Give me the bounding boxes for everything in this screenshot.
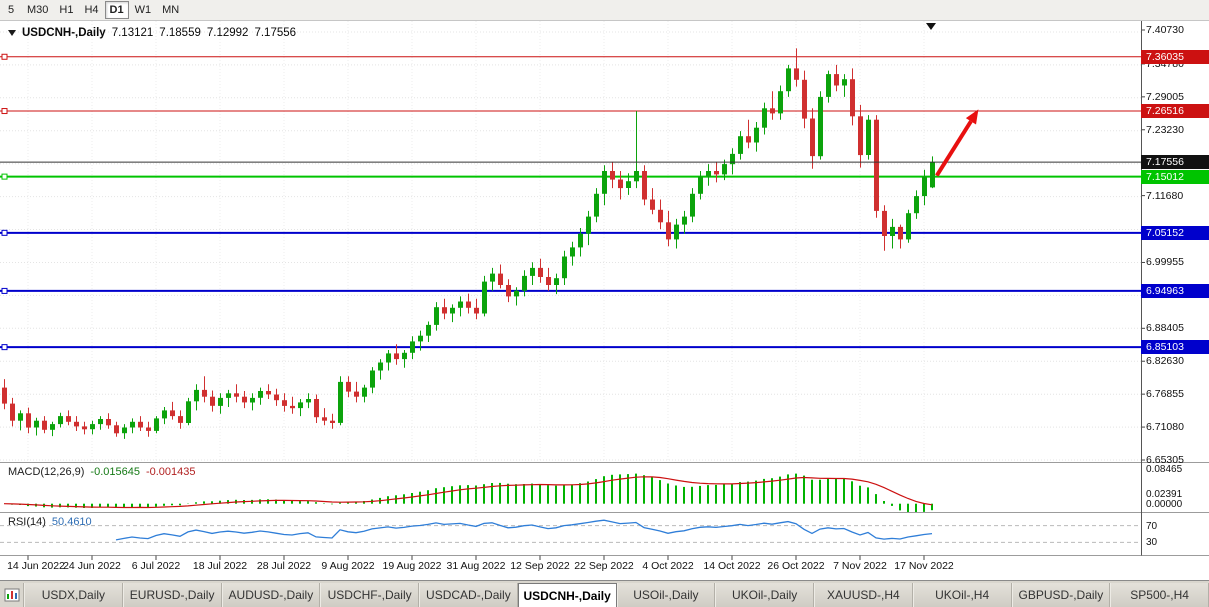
rsi-level-label: 30 [1146,537,1158,549]
price-axis-tick: 6.76855 [1146,388,1184,401]
level-price-label: 7.15012 [1141,169,1209,184]
date-axis-label: 7 Nov 2022 [833,560,887,572]
tab-list: USDX,Daily EURUSD-,Daily AUDUSD-,Daily USDC… [24,583,1209,607]
date-axis-label: 12 Sep 2022 [510,560,570,572]
bar-high-value: 7.18559 [159,27,201,39]
bar-open-value: 7.13121 [111,27,154,39]
timeframe-button-h1[interactable]: H1 [59,4,74,16]
macd-axis-tick: 0.08465 [1146,463,1183,475]
rsi-level-label: 70 [1146,520,1158,532]
price-axis-tick: 6.65305 [1146,453,1184,466]
chart-tab-bar: USDX,Daily EURUSD-,Daily AUDUSD-,Daily USDC… [0,580,1209,607]
macd-label: MACD(12,26,9) [8,466,85,478]
candles-series [2,48,935,439]
timeframe-toolbar: 5 M30 H1 H4 D1 W1 MN [0,0,1209,21]
chart-shift-marker[interactable] [926,23,936,30]
chart-tab-xauusd-h4[interactable]: XAUUSD-,H4 [814,583,913,607]
line-anchor[interactable] [1,287,8,294]
timeframe-button-m30[interactable]: M30 [27,4,49,16]
symbol-dropdown-icon[interactable] [8,30,16,36]
chart-tab-eurusd-daily[interactable]: EURUSD-,Daily [122,583,222,607]
price-axis-tick: 7.40730 [1146,24,1184,36]
level-price-label: 6.94963 [1141,283,1209,298]
date-axis-label: 24 Jun 2022 [63,560,121,572]
timeframe-button-h4[interactable]: H4 [84,4,99,16]
macd-series [3,473,933,512]
date-axis-label: 17 Nov 2022 [894,560,954,572]
macd-main-value: -0.015645 [90,466,140,478]
date-axis-label: 31 Aug 2022 [446,560,506,572]
date-axis-label: 14 Oct 2022 [703,560,761,572]
macd-indicator-title: MACD(12,26,9) -0.015645 -0.001435 [8,466,196,478]
mini-chart-icon [4,588,19,602]
chart-tab-usoil-daily[interactable]: USOil-,Daily [616,583,716,607]
level-price-label: 7.26516 [1141,104,1209,119]
date-axis-label: 6 Jul 2022 [131,560,181,572]
level-price-label: 7.05152 [1141,225,1209,240]
chart-tab-audusd-daily[interactable]: AUDUSD-,Daily [221,583,321,607]
price-axis-tick: 6.99955 [1146,256,1184,269]
macd-signal-line [3,476,933,509]
chart-title: USDCNH-,Daily 7.13121 7.18559 7.12992 7.… [8,27,296,39]
bar-low-value: 7.12992 [206,27,249,39]
price-axis-tick: 7.23230 [1146,123,1184,136]
rsi-line [115,519,933,541]
chart-symbol-label: USDCNH-,Daily [22,27,106,39]
rsi-value: 50.4610 [51,516,92,528]
timeframe-button-5[interactable]: 5 [7,4,15,16]
charts-list-icon[interactable] [0,583,24,607]
macd-signal-value: -0.001435 [145,466,196,478]
timeframe-button-d1[interactable]: D1 [104,1,129,19]
trend-arrow[interactable] [935,109,979,177]
date-axis-label: 9 Aug 2022 [321,560,375,572]
timeframe-button-mn[interactable]: MN [162,4,180,16]
line-anchor[interactable] [1,344,8,351]
level-price-label: 6.85103 [1141,340,1209,355]
chart-tab-ukoil-h4[interactable]: UKOil-,H4 [912,583,1012,607]
rsi-label: RSI(14) [8,516,46,528]
rsi-indicator-title: RSI(14) 50.4610 [8,516,92,528]
level-lines [0,53,1141,351]
price-axis-tick: 7.29005 [1146,90,1184,103]
chart-tab-usdcnh-daily[interactable]: USDCNH-,Daily [517,583,617,607]
line-anchor[interactable] [1,229,8,236]
macd-axis-tick: 0.02391 [1146,488,1183,500]
date-axis-label: 19 Aug 2022 [382,560,442,572]
price-axis-tick: 7.11680 [1146,189,1184,202]
date-axis-label: 22 Sep 2022 [574,560,634,572]
current-price-label: 7.17556 [1141,155,1209,170]
chart-tab-ukoil-daily[interactable]: UKOil-,Daily [715,583,814,607]
date-axis-label: 4 Oct 2022 [642,560,694,572]
chart-tab-usdchf-daily[interactable]: USDCHF-,Daily [320,583,419,607]
date-axis-label: 14 Jun 2022 [7,560,65,572]
line-anchor[interactable] [1,108,8,115]
price-axis-tick: 6.82630 [1146,355,1184,368]
timeframe-button-w1[interactable]: W1 [134,4,152,16]
level-price-label: 7.36035 [1141,49,1209,64]
grid [0,21,1141,462]
line-anchor[interactable] [1,53,8,60]
line-anchor[interactable] [1,173,8,180]
price-axis-tick: 6.88405 [1146,322,1184,335]
macd-axis-tick: 0.00000 [1146,498,1183,510]
bar-close-value: 7.17556 [254,27,297,39]
chart-tab-usdx-daily[interactable]: USDX,Daily [24,583,123,607]
chart-tab-gbpusd-daily[interactable]: GBPUSD-,Daily [1011,583,1111,607]
chart-tab-usdcad-daily[interactable]: USDCAD-,Daily [419,583,518,607]
date-axis-label: 28 Jul 2022 [256,560,312,572]
price-axis-tick: 6.71080 [1146,421,1184,434]
date-axis-label: 26 Oct 2022 [767,560,825,572]
chart-tab-sp500-h4[interactable]: SP500-,H4 [1110,583,1209,607]
date-axis-label: 18 Jul 2022 [192,560,248,572]
